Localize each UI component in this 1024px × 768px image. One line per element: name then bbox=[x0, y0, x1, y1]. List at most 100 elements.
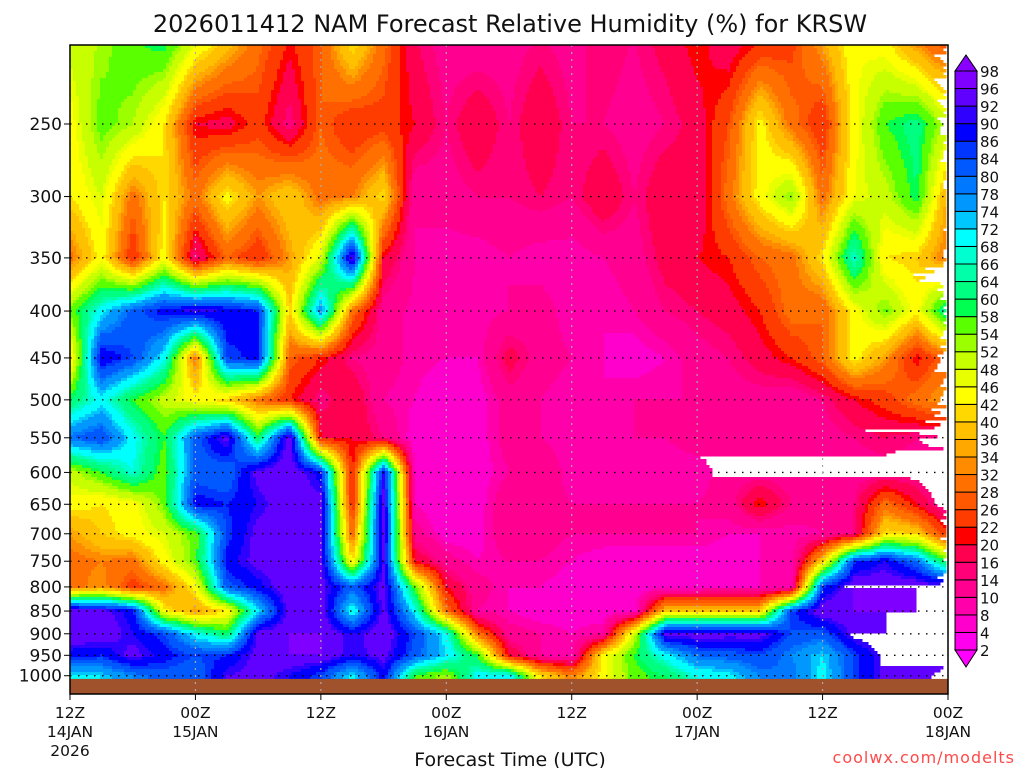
heatmap-cell bbox=[823, 60, 830, 64]
heatmap-cell bbox=[379, 219, 383, 223]
heatmap-cell bbox=[181, 99, 188, 103]
heatmap-cell bbox=[673, 99, 704, 103]
heatmap-cell bbox=[379, 132, 386, 136]
heatmap-cell bbox=[856, 180, 866, 184]
heatmap-cell bbox=[835, 78, 845, 82]
heatmap-cell bbox=[406, 63, 425, 67]
heatmap-cell bbox=[607, 114, 662, 118]
heatmap-cell bbox=[847, 66, 863, 70]
heatmap-cell bbox=[370, 225, 374, 229]
heatmap-cell bbox=[151, 207, 161, 211]
heatmap-cell bbox=[706, 141, 713, 145]
heatmap-cell bbox=[301, 102, 305, 106]
heatmap-cell bbox=[289, 237, 311, 241]
heatmap-cell bbox=[196, 57, 206, 61]
heatmap-cell bbox=[841, 66, 848, 70]
heatmap-cell bbox=[652, 171, 707, 175]
heatmap-cell bbox=[163, 210, 167, 214]
heatmap-cell bbox=[757, 111, 764, 115]
heatmap-cell bbox=[757, 237, 767, 241]
heatmap-cell bbox=[868, 192, 893, 196]
heatmap-cell bbox=[874, 78, 902, 82]
heatmap-cell bbox=[829, 132, 836, 136]
heatmap-cell bbox=[919, 165, 923, 169]
heatmap-cell bbox=[829, 54, 842, 58]
heatmap-cell bbox=[772, 180, 785, 184]
heatmap-cell bbox=[187, 57, 197, 61]
heatmap-cell bbox=[289, 144, 293, 148]
heatmap-cell bbox=[208, 48, 215, 52]
heatmap-cell bbox=[250, 171, 368, 175]
heatmap-cell bbox=[712, 195, 722, 199]
heatmap-cell bbox=[187, 237, 194, 241]
heatmap-cell bbox=[409, 234, 416, 238]
heatmap-cell bbox=[754, 219, 770, 223]
heatmap-cell bbox=[928, 213, 935, 217]
heatmap-cell bbox=[640, 162, 656, 166]
heatmap-cell bbox=[691, 60, 713, 64]
heatmap-cell bbox=[184, 105, 188, 109]
heatmap-cell bbox=[844, 183, 848, 187]
heatmap-cell bbox=[532, 81, 551, 85]
heatmap-cell bbox=[388, 177, 392, 181]
heatmap-cell bbox=[295, 141, 311, 145]
heatmap-cell bbox=[340, 216, 344, 220]
heatmap-cell bbox=[511, 99, 527, 103]
heatmap-cell bbox=[649, 183, 707, 187]
heatmap-cell bbox=[742, 138, 746, 142]
heatmap-cell bbox=[166, 75, 173, 79]
heatmap-cell bbox=[742, 135, 746, 139]
heatmap-cell bbox=[214, 234, 224, 238]
heatmap-cell bbox=[292, 138, 299, 142]
heatmap-cell bbox=[139, 198, 146, 202]
heatmap-cell bbox=[304, 246, 314, 250]
heatmap-cell bbox=[91, 234, 107, 238]
heatmap-cell bbox=[442, 93, 455, 97]
heatmap-cell bbox=[70, 159, 80, 163]
heatmap-cell bbox=[625, 219, 641, 223]
heatmap-cell bbox=[109, 228, 119, 232]
heatmap-cell bbox=[94, 138, 101, 142]
heatmap-cell bbox=[172, 126, 176, 130]
heatmap-cell bbox=[892, 45, 899, 49]
heatmap-cell bbox=[118, 219, 122, 223]
heatmap-cell bbox=[85, 150, 98, 154]
heatmap-cell bbox=[646, 189, 707, 193]
heatmap-cell bbox=[214, 111, 236, 115]
heatmap-cell bbox=[220, 57, 230, 61]
heatmap-cell bbox=[643, 237, 653, 241]
heatmap-cell bbox=[394, 216, 401, 220]
heatmap-cell bbox=[778, 126, 785, 130]
heatmap-cell bbox=[70, 216, 80, 220]
heatmap-cell bbox=[925, 219, 935, 223]
heatmap-cell bbox=[829, 189, 833, 193]
heatmap-cell bbox=[910, 63, 920, 67]
heatmap-cell bbox=[391, 225, 398, 229]
heatmap-cell bbox=[70, 111, 74, 115]
heatmap-cell bbox=[370, 234, 374, 238]
heatmap-cell bbox=[646, 204, 707, 208]
heatmap-cell bbox=[883, 240, 926, 244]
heatmap-cell bbox=[907, 81, 920, 85]
heatmap-cell bbox=[472, 72, 485, 76]
heatmap-cell bbox=[679, 114, 707, 118]
heatmap-cell bbox=[760, 240, 773, 244]
heatmap-cell bbox=[910, 186, 920, 190]
heatmap-cell bbox=[367, 234, 371, 238]
heatmap-cell bbox=[202, 96, 218, 100]
heatmap-cell bbox=[178, 147, 182, 151]
heatmap-cell bbox=[175, 162, 179, 166]
heatmap-cell bbox=[604, 123, 665, 127]
heatmap-cell bbox=[835, 180, 845, 184]
heatmap-cell bbox=[79, 144, 86, 148]
heatmap-cell bbox=[166, 249, 170, 253]
heatmap-cell bbox=[403, 159, 407, 163]
heatmap-cell bbox=[499, 120, 521, 124]
heatmap-cell bbox=[739, 174, 743, 178]
heatmap-cell bbox=[928, 240, 938, 244]
heatmap-cell bbox=[715, 234, 734, 238]
heatmap-cell bbox=[94, 183, 104, 187]
heatmap-cell bbox=[313, 57, 323, 61]
heatmap-cell bbox=[523, 144, 560, 148]
heatmap-cell bbox=[217, 183, 245, 187]
